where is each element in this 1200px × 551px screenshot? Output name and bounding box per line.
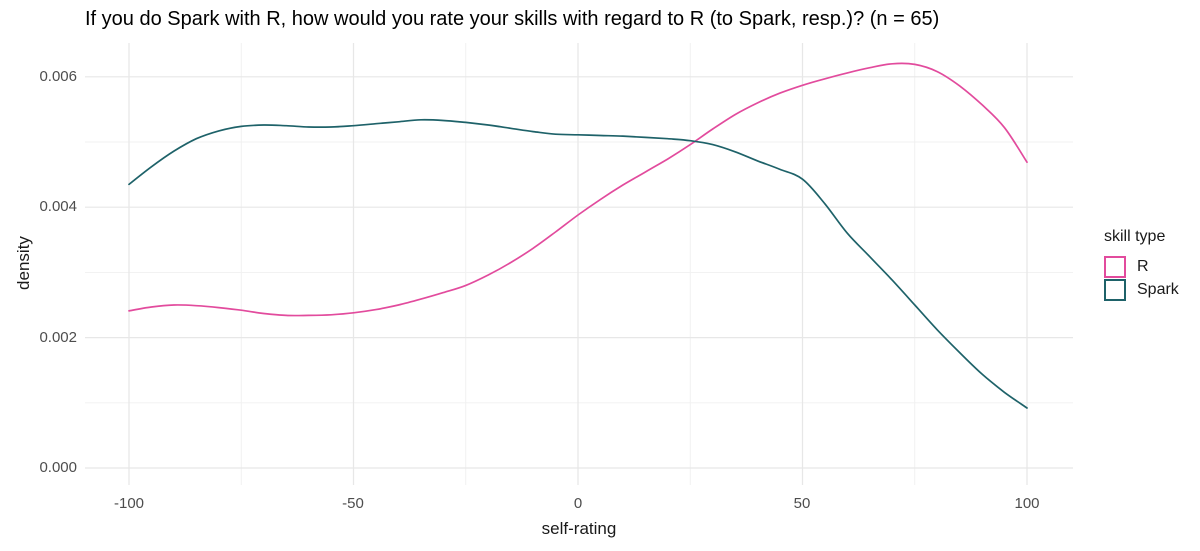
legend-label-spark: Spark <box>1137 280 1179 298</box>
y-tick-label: 0.004 <box>39 198 77 215</box>
x-axis-title: self-rating <box>541 519 617 538</box>
y-tick-label: 0.000 <box>39 459 77 476</box>
x-tick-label: 0 <box>573 495 583 512</box>
density-curve-spark <box>128 118 1028 409</box>
y-axis-title: density <box>14 236 33 290</box>
x-tick-label: 100 <box>1014 495 1040 512</box>
plot-title: If you do Spark with R, how would you ra… <box>85 8 940 30</box>
legend-item-spark: Spark <box>1104 278 1179 301</box>
density-curve-r <box>128 62 1028 317</box>
legend-key-spark-swatch <box>1104 278 1126 301</box>
legend-label-r: R <box>1137 257 1149 275</box>
legend-key-r-swatch <box>1104 255 1126 278</box>
legend-item-r: R <box>1104 255 1179 278</box>
y-tick-label: 0.006 <box>39 68 77 85</box>
x-tick-label: -50 <box>342 495 364 512</box>
y-tick-label: 0.002 <box>39 329 77 346</box>
legend-title: skill type <box>1104 228 1166 245</box>
x-tick-label: 50 <box>793 495 811 512</box>
x-tick-label: -100 <box>113 495 145 512</box>
legend: skill type R Spark <box>1104 228 1179 301</box>
